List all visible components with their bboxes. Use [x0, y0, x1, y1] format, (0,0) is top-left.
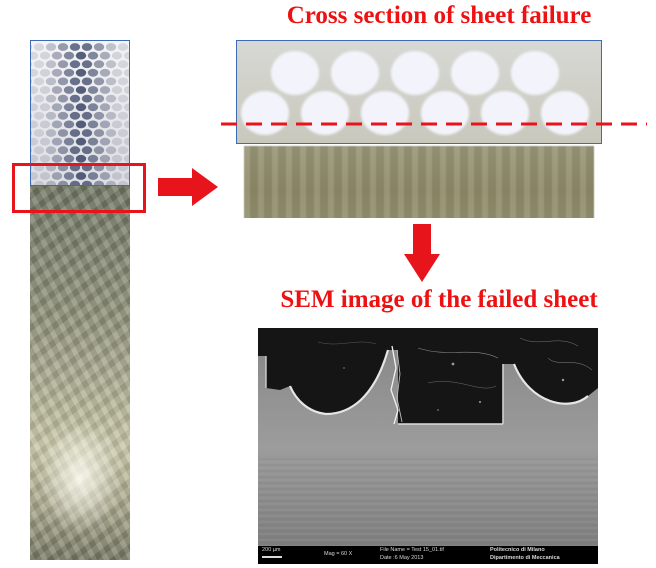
sem-scale-bar [262, 556, 282, 558]
sem-info-bar: 200 µm Mag = 60 X File Name = Test 15_01… [258, 546, 598, 564]
sem-magnification: Mag = 60 X [324, 551, 352, 558]
galvanized-sheet-surface [30, 186, 130, 560]
sheet-specimen-photo [30, 40, 130, 560]
sem-scale-bar-label: 200 µm [262, 547, 280, 554]
cross-section-holes-region [236, 40, 602, 144]
cross-section-photo [236, 40, 602, 218]
sem-file-name: File Name = Test 15_01.tif [380, 547, 444, 554]
cross-section-caption: Cross section of sheet failure [232, 2, 646, 30]
failure-cut-line [221, 122, 647, 126]
sem-institution-department: Dipartimento di Meccanica [490, 555, 560, 562]
arrow-right-icon [158, 168, 218, 206]
sem-image-caption: SEM image of the failed sheet [232, 286, 646, 314]
cross-section-fracture-surface [244, 146, 594, 218]
arrow-down-icon [404, 224, 440, 282]
sem-date: Date :6 May 2013 [380, 555, 423, 562]
failure-zone-highlight-box [12, 163, 146, 213]
sem-micrograph-graphic [258, 328, 598, 546]
sem-micrograph: 200 µm Mag = 60 X File Name = Test 15_01… [258, 328, 598, 564]
sem-institution-name: Politecnico di Milano [490, 547, 545, 554]
